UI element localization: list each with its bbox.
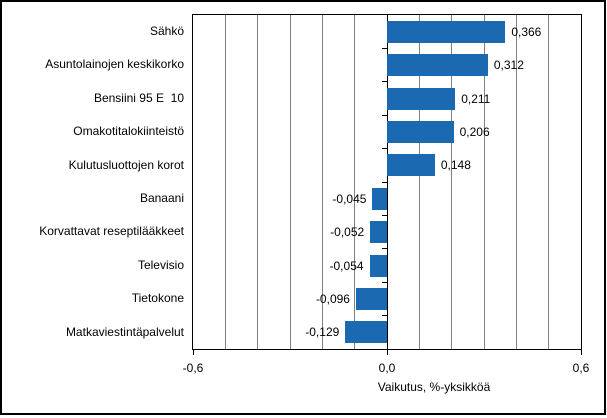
x-axis-tick-label: 0,6 (572, 361, 590, 375)
category-label: Asuntolainojen keskikorko (45, 57, 184, 72)
category-tick (382, 315, 387, 317)
category-label: Bensiini 95 E 10 (93, 90, 184, 105)
bar (345, 321, 387, 344)
bar (387, 87, 456, 110)
bar-value-label: 0,211 (461, 91, 491, 106)
category-label: Tietokone (131, 291, 184, 306)
bar-value-label: 0,148 (440, 158, 471, 173)
x-axis-tick (192, 350, 194, 355)
category-label: Sähkö (149, 24, 184, 38)
category-tick (382, 181, 387, 183)
gridline (451, 15, 453, 349)
gridline (321, 15, 323, 349)
bar (387, 120, 454, 143)
zero-axis-line (386, 15, 388, 349)
category-tick (382, 47, 387, 49)
bar-value-label: -0,054 (329, 258, 364, 273)
x-axis-title: Vaikutus, %-yksikköä (377, 380, 491, 394)
category-label: Omakotitalokiinteistö (73, 124, 184, 139)
category-tick (382, 114, 387, 116)
gridline (257, 15, 259, 349)
x-axis-tick-label: 0,0 (378, 361, 396, 375)
bar-value-label: -0,096 (315, 291, 350, 306)
bar (387, 154, 435, 177)
x-axis-tick (580, 350, 582, 355)
x-axis-tick (386, 350, 388, 355)
bar-value-label: 0,206 (459, 124, 490, 139)
gridline (515, 15, 517, 349)
bar (387, 54, 488, 77)
category-label: Televisio (137, 257, 184, 272)
category-tick (382, 214, 387, 216)
category-tick (382, 81, 387, 83)
category-label: Banaani (139, 191, 184, 205)
category-label: Matkaviestintäpalvelut (65, 324, 184, 339)
bar-value-label: -0,129 (305, 325, 340, 340)
bar-value-label: -0,052 (330, 225, 365, 240)
gridline (224, 15, 226, 349)
gridline (354, 15, 356, 349)
bar (370, 221, 387, 244)
bar-value-label: 0,312 (493, 58, 524, 73)
gridline (289, 15, 291, 349)
bar (369, 254, 387, 277)
category-label: Kulutusluottojen korot (68, 157, 184, 172)
x-axis-tick-label: -0,6 (182, 361, 204, 375)
gridline (548, 15, 550, 349)
plot-area: 0,366 0,312 0,211 0,206 0,148 -0,045 -0,052 -0,… (192, 14, 582, 350)
gridline (483, 15, 485, 349)
bar-value-label: 0,366 (511, 24, 542, 39)
category-label: Korvattavat reseptilääkkeet (39, 224, 184, 239)
bar (387, 20, 506, 43)
category-tick (382, 248, 387, 250)
gridline (418, 15, 420, 349)
category-tick (382, 148, 387, 150)
bar (355, 287, 387, 310)
bar-value-label: -0,045 (332, 191, 367, 206)
bar (372, 187, 387, 210)
category-tick (382, 281, 387, 283)
